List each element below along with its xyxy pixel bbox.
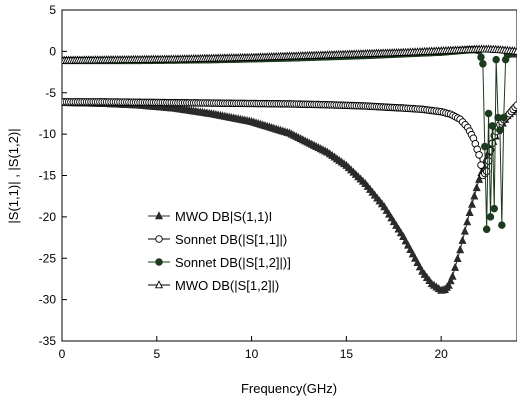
data-point — [477, 53, 485, 61]
y-tick-label: -30 — [39, 293, 57, 307]
data-point — [448, 271, 457, 280]
data-point — [499, 113, 508, 122]
data-point — [479, 60, 487, 68]
data-point — [467, 199, 477, 208]
data-point — [482, 225, 491, 234]
legend-item: Sonnet DB(|S[1,1]|) — [148, 232, 287, 247]
data-point — [486, 213, 495, 221]
legend-label: Sonnet DB(|S[1,2]|)] — [175, 255, 291, 270]
y-tick-label: -5 — [45, 86, 56, 100]
data-point — [481, 142, 489, 151]
data-point — [453, 253, 462, 263]
data-point — [460, 226, 469, 235]
data-point — [472, 183, 481, 192]
legend-marker — [154, 211, 164, 220]
x-tick-label: 5 — [153, 347, 160, 361]
data-point — [484, 157, 493, 165]
data-point — [475, 174, 484, 183]
x-tick-label: 20 — [434, 347, 448, 361]
legend-item: MWO DB|S(1,1)I — [148, 209, 272, 224]
series-group — [62, 44, 517, 294]
x-axis: 0 5 10 15 20 — [59, 336, 448, 361]
data-point — [490, 204, 499, 213]
legend-label: MWO DB|S(1,1)I — [175, 209, 272, 224]
x-axis-label: Frequency(GHz) — [241, 381, 337, 396]
series-2 — [62, 98, 517, 180]
data-point — [470, 191, 479, 200]
series-3 — [62, 45, 517, 234]
legend-marker — [155, 235, 163, 243]
data-point — [513, 101, 517, 109]
data-point — [465, 207, 474, 216]
y-axis: 5 0 -5 -10 -15 -20 -25 -30 -35 — [39, 3, 67, 348]
series-4 — [62, 44, 517, 64]
data-point — [475, 151, 483, 159]
data-point — [446, 276, 455, 285]
data-point — [498, 221, 506, 229]
data-point — [482, 167, 491, 176]
data-point — [477, 161, 485, 169]
legend-item: Sonnet DB(|S[1,2]|)] — [148, 255, 291, 270]
data-point — [458, 235, 467, 244]
y-tick-label: -20 — [39, 210, 57, 224]
series-line — [62, 49, 517, 230]
data-point — [456, 245, 465, 254]
y-tick-label: 0 — [49, 44, 56, 58]
data-point — [488, 122, 497, 130]
y-tick-label: -35 — [39, 334, 57, 348]
legend-marker — [154, 280, 164, 289]
legend-label: Sonnet DB(|S[1,1]|) — [175, 232, 287, 247]
data-point — [492, 55, 500, 64]
data-point — [463, 217, 472, 226]
y-tick-label: -15 — [39, 169, 57, 183]
x-tick-label: 10 — [245, 347, 259, 361]
y-tick-label: 5 — [49, 3, 56, 17]
x-tick-label: 0 — [59, 347, 66, 361]
data-point — [484, 109, 493, 118]
data-point — [451, 262, 460, 271]
legend: MWO DB|S(1,1)I Sonnet DB(|S[1,1]|) Sonnet … — [148, 209, 291, 293]
legend-marker — [155, 258, 163, 266]
data-point — [512, 46, 517, 55]
legend-label: MWO DB(|S[1,2]|) — [175, 278, 279, 293]
data-point — [496, 126, 504, 134]
legend-item: MWO DB(|S[1,2]|) — [148, 278, 279, 293]
y-tick-label: -10 — [39, 127, 57, 141]
data-point — [444, 280, 453, 289]
y-axis-label: |S(1,1)| , |S(1,2)| — [6, 128, 21, 223]
x-tick-label: 15 — [340, 347, 354, 361]
y-tick-label: -25 — [39, 251, 57, 265]
